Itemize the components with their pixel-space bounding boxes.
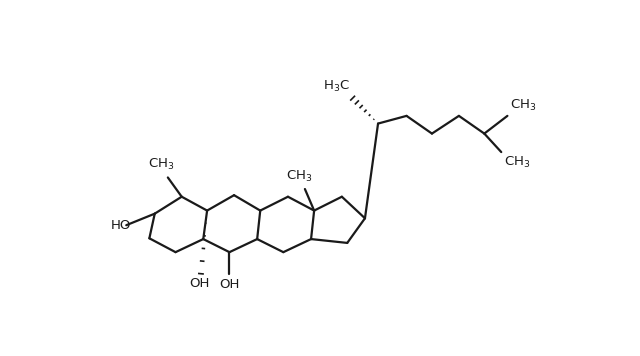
Text: OH: OH	[220, 278, 239, 290]
Text: HO: HO	[111, 219, 131, 232]
Text: H$_3$C: H$_3$C	[323, 79, 350, 94]
Text: CH$_3$: CH$_3$	[148, 157, 174, 172]
Text: CH$_3$: CH$_3$	[504, 155, 531, 170]
Text: CH$_3$: CH$_3$	[285, 168, 312, 184]
Text: OH: OH	[189, 277, 209, 290]
Text: CH$_3$: CH$_3$	[511, 98, 537, 113]
